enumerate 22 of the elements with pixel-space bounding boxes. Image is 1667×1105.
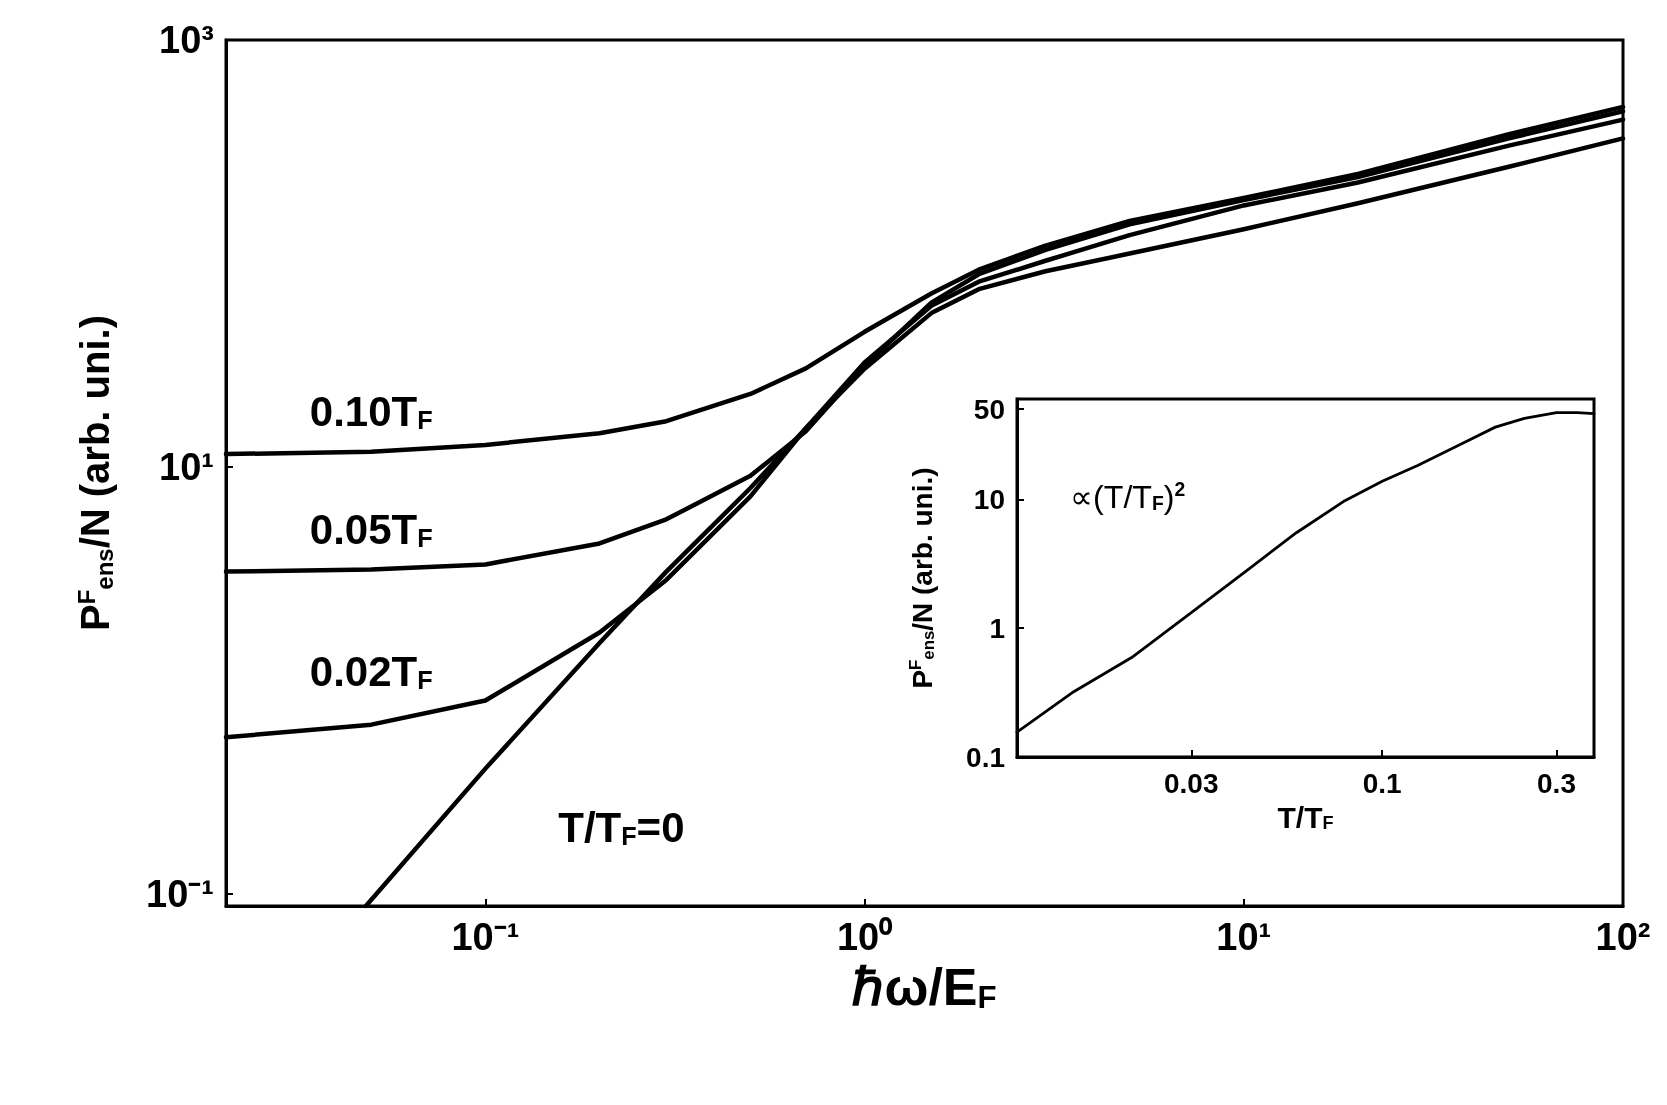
y-tick-label: 10 — [973, 483, 1005, 515]
y-tick-label: 10⁻¹ — [146, 873, 214, 916]
series-label: 0.02TF — [309, 648, 433, 696]
x-axis-title: ℏω/EF — [852, 958, 997, 1016]
y-tick-label: 10³ — [159, 19, 214, 61]
y-tick-label: 10¹ — [159, 446, 214, 489]
y-tick-label: 0.1 — [966, 741, 1005, 773]
y-tick-label: 1 — [989, 612, 1005, 644]
series-label: 0.05TF — [309, 506, 433, 554]
x-tick-label: 10¹ — [1216, 916, 1272, 958]
x-tick-label: 10⁰ — [836, 916, 894, 958]
x-tick-label: 10⁻¹ — [451, 916, 520, 958]
x-tick-label: 10² — [1595, 916, 1651, 958]
y-axis-title: PFens/N (arb. uni.) — [906, 467, 938, 689]
series-label: T/TF=0 — [558, 804, 685, 852]
x-tick-label: 0.1 — [1362, 767, 1402, 799]
y-tick-label: 50 — [973, 393, 1005, 425]
x-axis-title: T/TF — [1277, 800, 1334, 834]
x-tick-label: 0.3 — [1537, 767, 1576, 799]
x-tick-label: 0.03 — [1164, 767, 1219, 799]
y-axis-title: PFens/N (arb. uni.) — [72, 314, 118, 632]
series-label: 0.10TF — [309, 388, 433, 436]
